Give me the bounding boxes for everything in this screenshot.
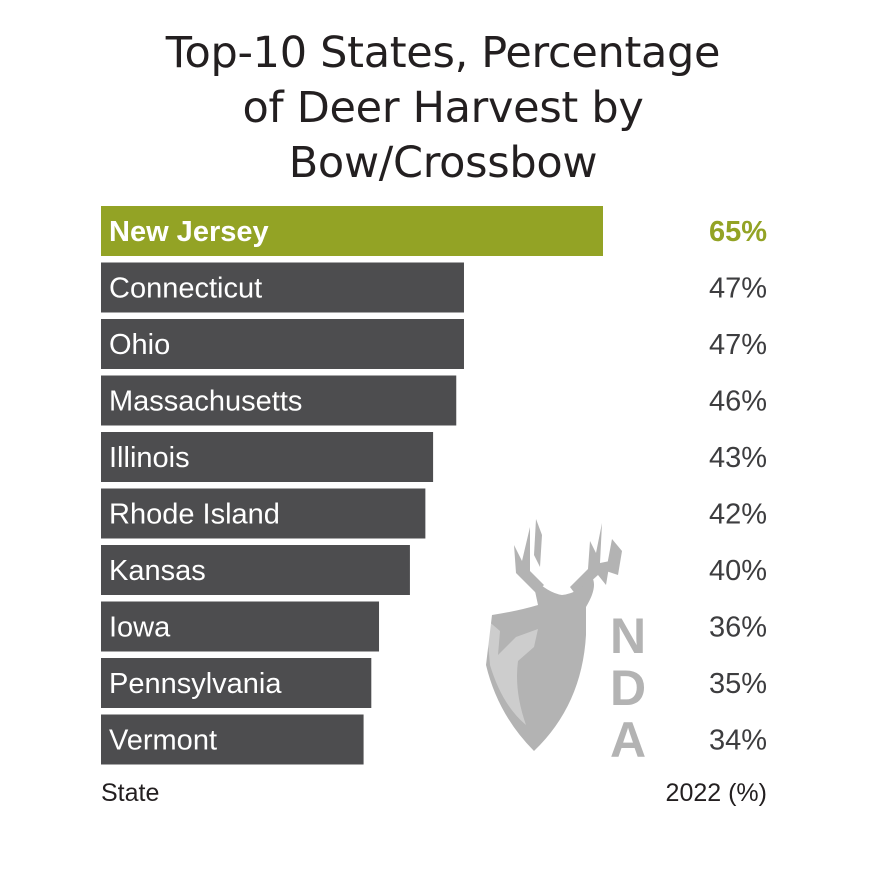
category-label: New Jersey: [109, 216, 269, 248]
category-label: Kansas: [109, 555, 206, 587]
category-label: Massachusetts: [109, 386, 302, 418]
nda-deer-logo: N D A: [486, 519, 646, 765]
value-label: 36%: [709, 612, 767, 644]
chart-title-line-2: of Deer Harvest by: [242, 83, 644, 133]
value-label: 65%: [709, 216, 767, 248]
value-label: 40%: [709, 555, 767, 587]
value-label: 47%: [709, 273, 767, 305]
bar-massachusetts: [101, 375, 457, 426]
logo-letter-a: A: [610, 712, 646, 765]
bars-group: New Jersey 65% Connecticut 47% Ohio 47% Massac…: [101, 206, 767, 765]
bar-illinois: [101, 432, 434, 482]
category-label: Ohio: [109, 329, 170, 361]
bar-rhode-island: [101, 488, 426, 539]
bar-connecticut: [101, 262, 464, 313]
value-label: 34%: [709, 725, 767, 757]
category-label: Rhode Island: [109, 499, 280, 531]
value-label: 46%: [709, 386, 767, 418]
chart-title-line-3: Bow/Crossbow: [288, 138, 598, 188]
x-axis-label: 2022 (%): [666, 779, 767, 807]
category-label: Iowa: [109, 612, 171, 644]
chart-title-line-1: Top-10 States, Percentage: [165, 28, 721, 78]
bar-ohio: [101, 319, 464, 369]
bar-iowa: [101, 601, 380, 652]
value-label: 42%: [709, 499, 767, 531]
logo-letter-n: N: [610, 608, 646, 664]
bar-new-jersey: [101, 206, 603, 256]
bar-pennsylvania: [101, 658, 372, 708]
y-axis-label: State: [101, 779, 159, 807]
value-label: 35%: [709, 668, 767, 700]
category-label: Pennsylvania: [109, 668, 282, 700]
logo-letter-d: D: [610, 660, 646, 716]
bar-vermont: [101, 714, 364, 765]
category-label: Vermont: [109, 725, 217, 757]
value-label: 47%: [709, 329, 767, 361]
category-label: Connecticut: [109, 273, 262, 305]
value-label: 43%: [709, 442, 767, 474]
chart-title: Top-10 States, Percentage of Deer Harves…: [0, 26, 886, 191]
bar-kansas: [101, 545, 410, 595]
category-label: Illinois: [109, 442, 190, 474]
